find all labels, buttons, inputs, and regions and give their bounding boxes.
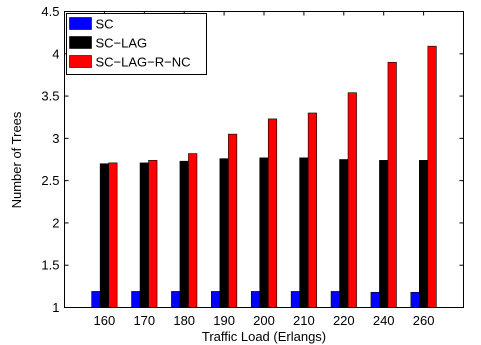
x-tick-label: 190 [213, 313, 235, 328]
x-tick-label: 180 [173, 313, 195, 328]
bar-sc-lag-260 [419, 160, 429, 308]
bar-sc-220 [330, 291, 340, 308]
y-tick-label: 4 [52, 46, 59, 61]
legend: SC SC−LAG SC−LAG−R−NC [66, 13, 207, 75]
bar-sc-lag-r-nc-200 [267, 118, 278, 308]
y-tick-label: 2.5 [41, 173, 59, 188]
bar-sc-210 [290, 291, 300, 308]
bar-sc-lag-r-nc-240 [387, 61, 397, 308]
bar-sc-180 [171, 291, 181, 308]
y-tick-label: 1.5 [41, 258, 59, 273]
bar-sc-lag-r-nc-190 [228, 133, 238, 308]
legend-swatch [69, 36, 92, 49]
ticks-layer: 160 170 180 190 200 210 220 240 260 1 1.5 2 2.5 3 3.5 4… [41, 4, 464, 328]
bar-sc-240 [370, 291, 380, 308]
x-axis-label: Traffic Load (Erlangs) [202, 329, 326, 344]
bar-sc-190 [211, 291, 221, 308]
x-tick-label: 210 [293, 313, 315, 328]
bar-sc-lag-r-nc-210 [307, 112, 317, 308]
legend-swatch [69, 17, 92, 30]
bar-sc-160 [91, 291, 101, 308]
y-tick-label: 3.5 [41, 89, 59, 104]
bar-sc-260 [410, 291, 420, 308]
y-tick-label: 2 [52, 215, 59, 230]
bar-sc-lag-r-nc-170 [148, 160, 158, 308]
x-tick-label: 220 [333, 313, 355, 328]
bar-sc-lag-200 [259, 157, 269, 308]
y-tick-label: 1 [52, 300, 59, 315]
bar-sc-200 [250, 291, 261, 308]
legend-label: SC−LAG [96, 36, 148, 51]
x-tick-label: 160 [94, 313, 116, 328]
bar-sc-lag-r-nc-160 [108, 162, 118, 308]
bar-sc-lag-r-nc-180 [188, 153, 198, 308]
bar-sc-170 [131, 291, 141, 308]
legend-label: SC [96, 17, 114, 32]
y-axis-label: Number of Trees [9, 111, 24, 208]
bar-sc-lag-160 [99, 163, 109, 308]
bar-sc-lag-r-nc-220 [347, 92, 357, 308]
x-tick-label: 170 [133, 313, 155, 328]
x-tick-label: 240 [373, 313, 395, 328]
bar-sc-lag-190 [219, 158, 229, 308]
x-tick-label: 200 [253, 313, 275, 328]
bar-sc-lag-220 [339, 159, 349, 308]
bar-sc-lag-240 [379, 160, 389, 308]
bars-layer [91, 45, 437, 308]
bar-sc-lag-210 [299, 157, 309, 308]
bar-sc-lag-170 [139, 162, 149, 308]
y-tick-label: 3 [52, 131, 59, 146]
bar-sc-lag-r-nc-260 [427, 45, 437, 308]
x-tick-label: 260 [413, 313, 435, 328]
plot-frame [64, 11, 464, 308]
y-tick-label: 4.5 [41, 4, 59, 19]
bar-sc-lag-180 [179, 160, 189, 308]
legend-swatch [69, 55, 92, 68]
legend-label: SC−LAG−R−NC [96, 55, 191, 70]
